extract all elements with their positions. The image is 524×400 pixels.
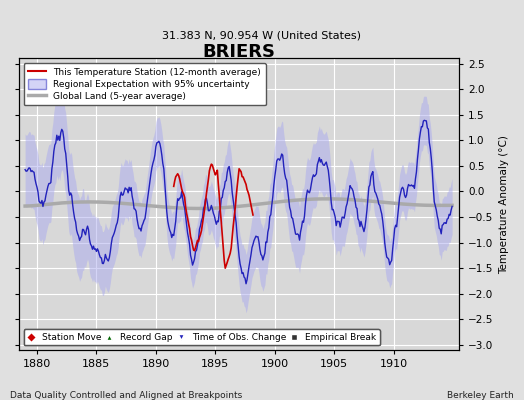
Text: Berkeley Earth: Berkeley Earth	[447, 391, 514, 400]
Y-axis label: Temperature Anomaly (°C): Temperature Anomaly (°C)	[499, 135, 509, 274]
Text: Data Quality Controlled and Aligned at Breakpoints: Data Quality Controlled and Aligned at B…	[10, 391, 243, 400]
Legend: Station Move, Record Gap, Time of Obs. Change, Empirical Break: Station Move, Record Gap, Time of Obs. C…	[24, 329, 380, 346]
Title: BRIERS: BRIERS	[203, 43, 276, 61]
Text: 31.383 N, 90.954 W (United States): 31.383 N, 90.954 W (United States)	[162, 30, 362, 40]
